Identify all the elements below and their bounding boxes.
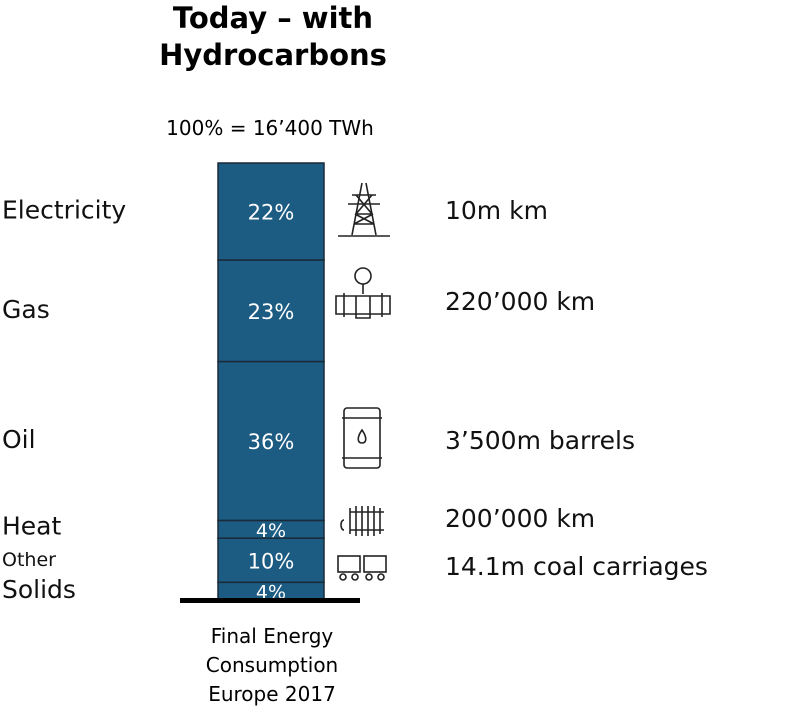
annotation: 200’000 km	[445, 504, 595, 533]
pipe-icon	[335, 267, 391, 319]
value-label: 23%	[248, 300, 295, 324]
bar-segment	[217, 360, 325, 522]
subtitle: 100% = 16’400 TWh	[166, 116, 374, 140]
radiator-icon	[340, 506, 384, 536]
bar-segment	[217, 162, 325, 261]
icons	[335, 182, 391, 581]
category-label: Oil	[2, 425, 36, 454]
bar-segment	[217, 259, 325, 363]
category-label: Electricity	[2, 196, 126, 225]
annotation: 3’500m barrels	[445, 426, 635, 455]
value-label: 36%	[248, 430, 295, 454]
barrel-icon	[342, 407, 382, 469]
category-label: Gas	[2, 295, 50, 324]
carriage-icon	[337, 555, 387, 581]
annotation: 14.1m coal carriages	[445, 552, 708, 581]
category-label: Solids	[2, 575, 76, 604]
pylon-icon	[338, 182, 390, 237]
value-label: 10%	[248, 549, 295, 573]
category-label: Other	[2, 549, 56, 571]
footer: Final Energy Consumption Europe 2017	[205, 624, 339, 706]
value-label: 22%	[248, 201, 295, 225]
value-label: 4%	[256, 520, 286, 542]
annotation: 220’000 km	[445, 287, 595, 316]
annotation: 10m km	[445, 196, 548, 225]
baseline	[180, 598, 360, 603]
bar-segment	[217, 537, 325, 584]
category-label: Heat	[2, 511, 61, 540]
chart-title: Today – with Hydrocarbons	[159, 1, 387, 72]
